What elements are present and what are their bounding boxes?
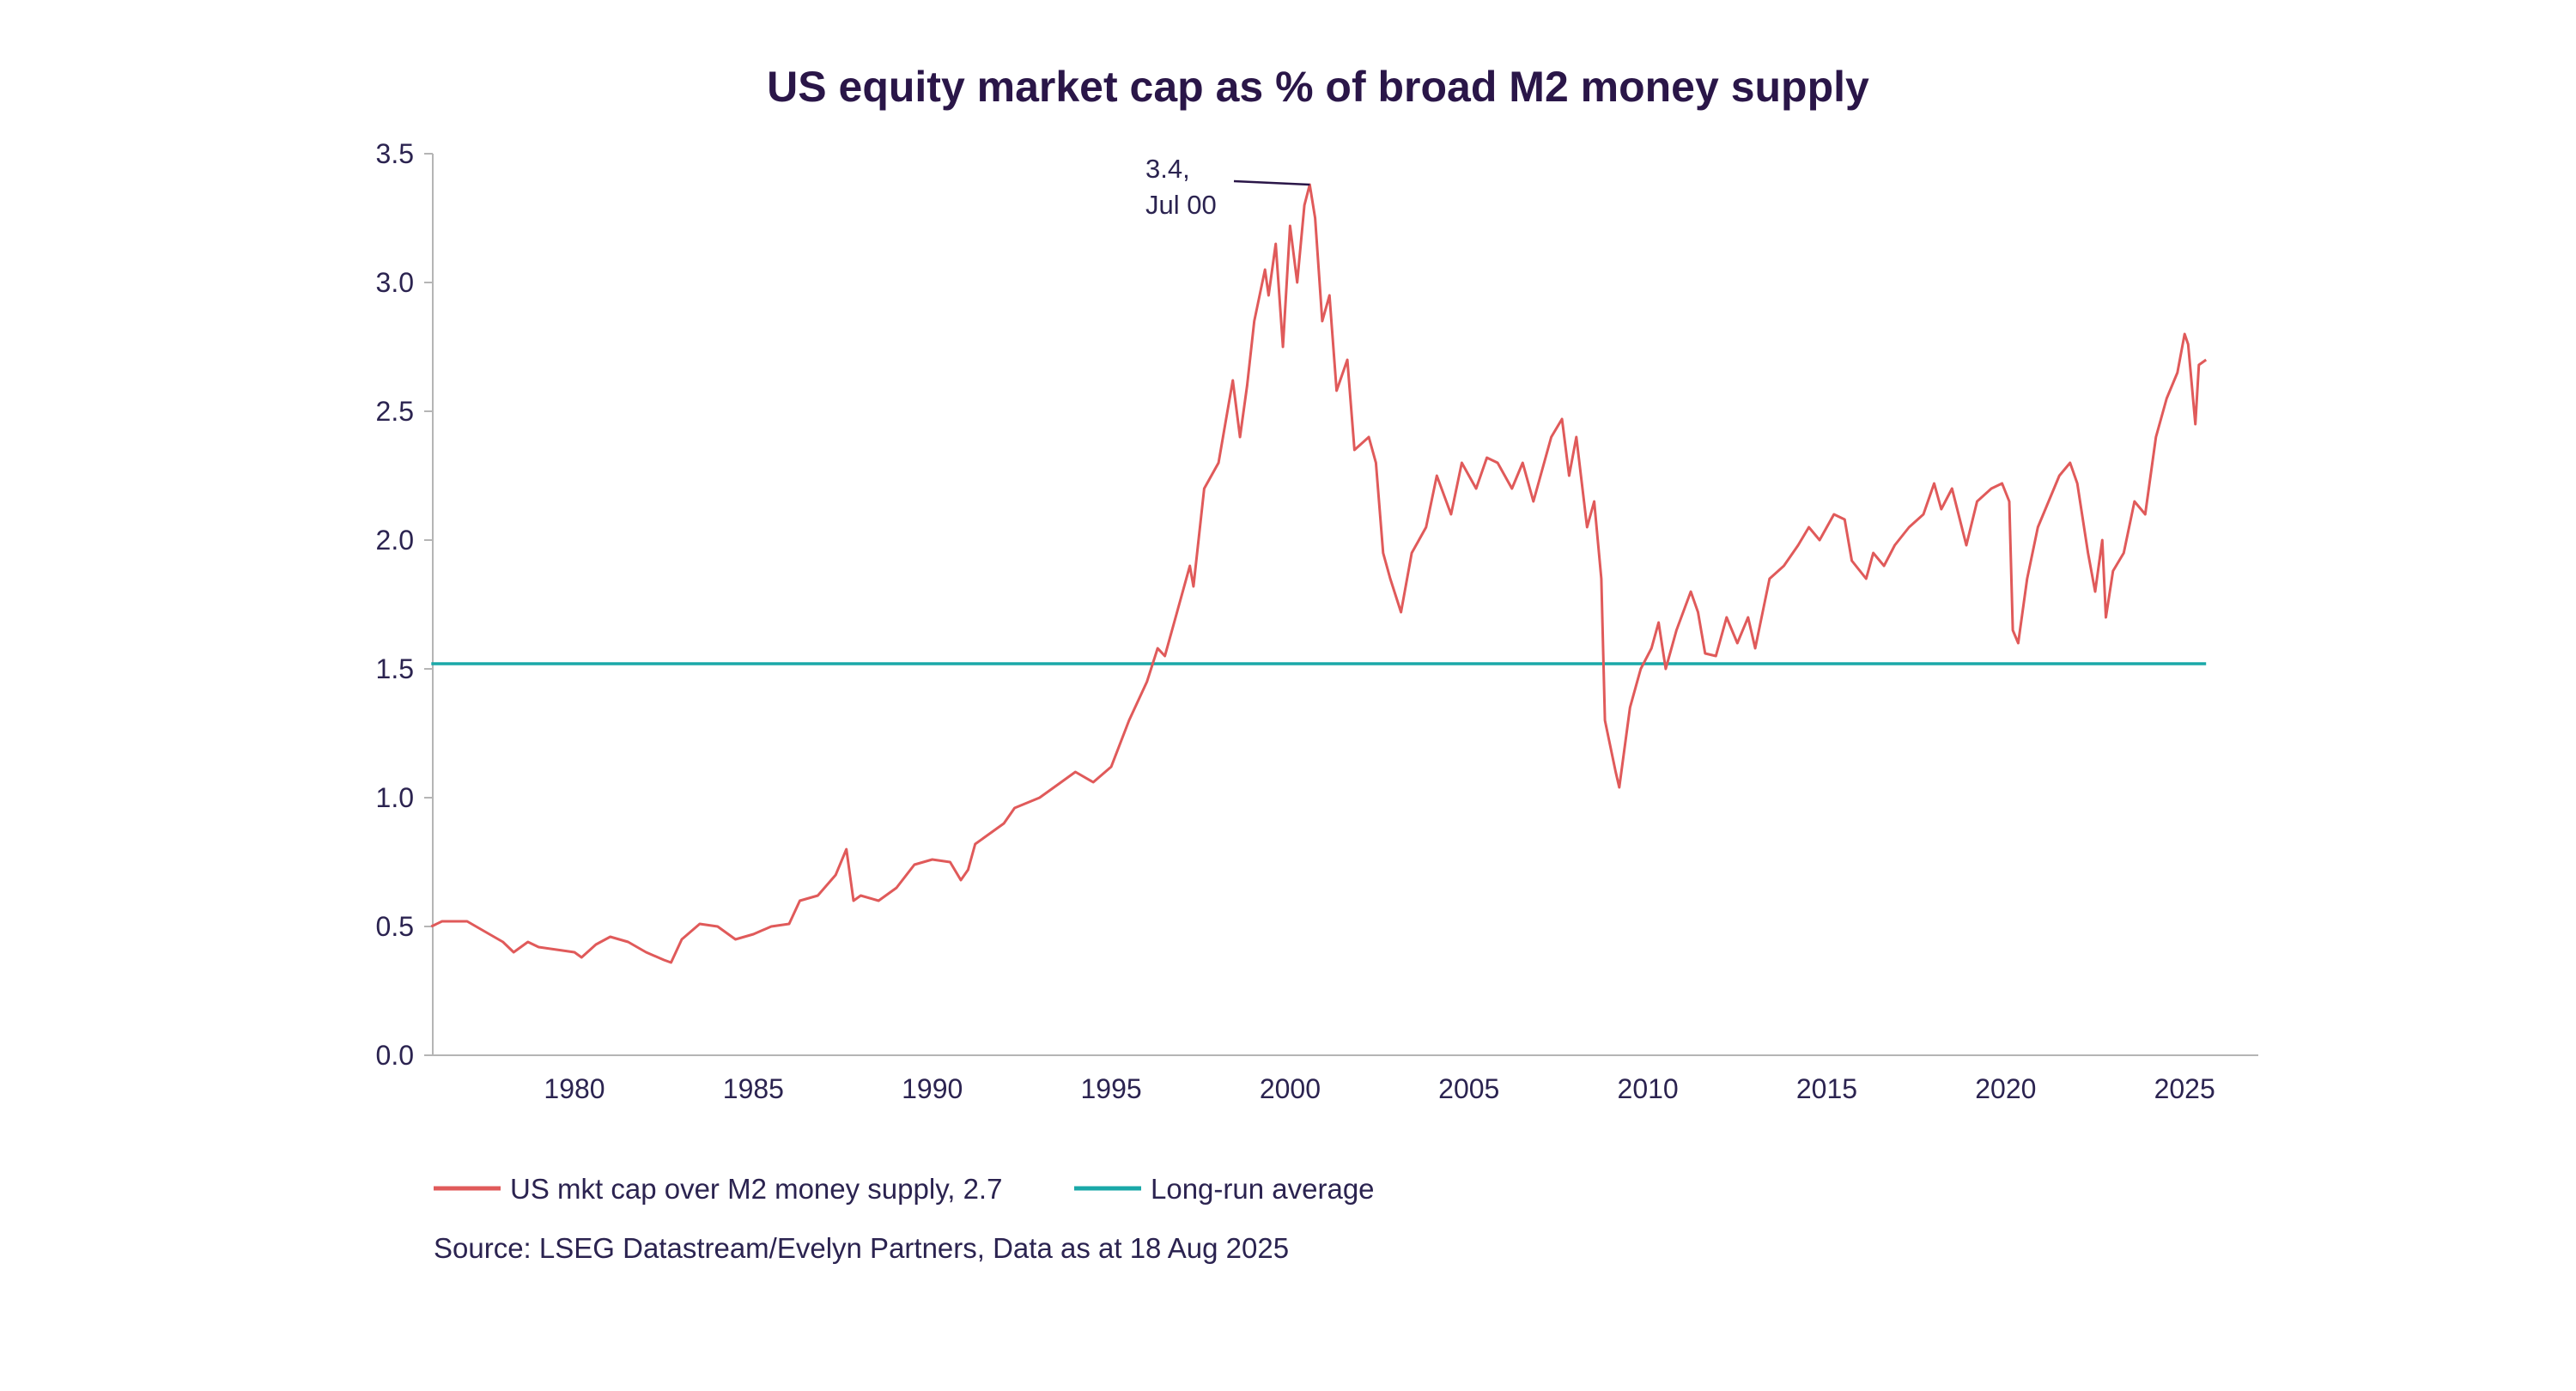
y-tick-label: 2.5: [376, 396, 414, 427]
x-tick-label: 1995: [1080, 1073, 1141, 1104]
x-tick-label: 2015: [1796, 1073, 1857, 1104]
x-tick-label: 2000: [1260, 1073, 1321, 1104]
source-note: Source: LSEG Datastream/Evelyn Partners,…: [434, 1232, 1289, 1264]
x-tick-label: 2020: [1975, 1073, 2036, 1104]
legend: US mkt cap over M2 money supply, 2.7 Lon…: [434, 1173, 1375, 1205]
legend-label-average: Long-run average: [1151, 1173, 1375, 1205]
legend-item-mkt-cap: US mkt cap over M2 money supply, 2.7: [434, 1173, 1002, 1205]
y-tick-label: 1.0: [376, 782, 414, 813]
y-tick-label: 2.0: [376, 525, 414, 556]
x-tick-label: 2010: [1618, 1073, 1679, 1104]
y-tick-label: 0.0: [376, 1040, 414, 1071]
legend-item-average: Long-run average: [1074, 1173, 1375, 1205]
annotation-date: Jul 00: [1145, 190, 1217, 220]
x-tick-label: 1985: [723, 1073, 784, 1104]
plot-area: [430, 183, 2208, 964]
x-tick-label: 1990: [902, 1073, 963, 1104]
x-tick-label: 2005: [1438, 1073, 1499, 1104]
x-axis: 1980 1985 1990 1995 2000 2005 2010 2015 2020 2025: [433, 1054, 2258, 1104]
x-tick-label: 2025: [2154, 1073, 2215, 1104]
y-tick-label: 3.5: [376, 138, 414, 169]
y-tick-label: 0.5: [376, 911, 414, 942]
peak-annotation: 3.4, Jul 00: [1145, 154, 1310, 220]
x-tick-label: 1980: [544, 1073, 605, 1104]
series-line-mkt-cap-m2: [430, 183, 2208, 964]
y-axis: 0.0 0.5 1.0 1.5 2.0 2.5 3.0 3.5: [376, 138, 434, 1071]
chart-title: US equity market cap as % of broad M2 mo…: [767, 63, 1869, 111]
y-tick-label: 1.5: [376, 653, 414, 684]
y-tick-label: 3.0: [376, 267, 414, 298]
annotation-value: 3.4,: [1145, 154, 1190, 184]
annotation-leader-line: [1233, 179, 1310, 186]
legend-label-mkt-cap: US mkt cap over M2 money supply, 2.7: [510, 1173, 1002, 1205]
